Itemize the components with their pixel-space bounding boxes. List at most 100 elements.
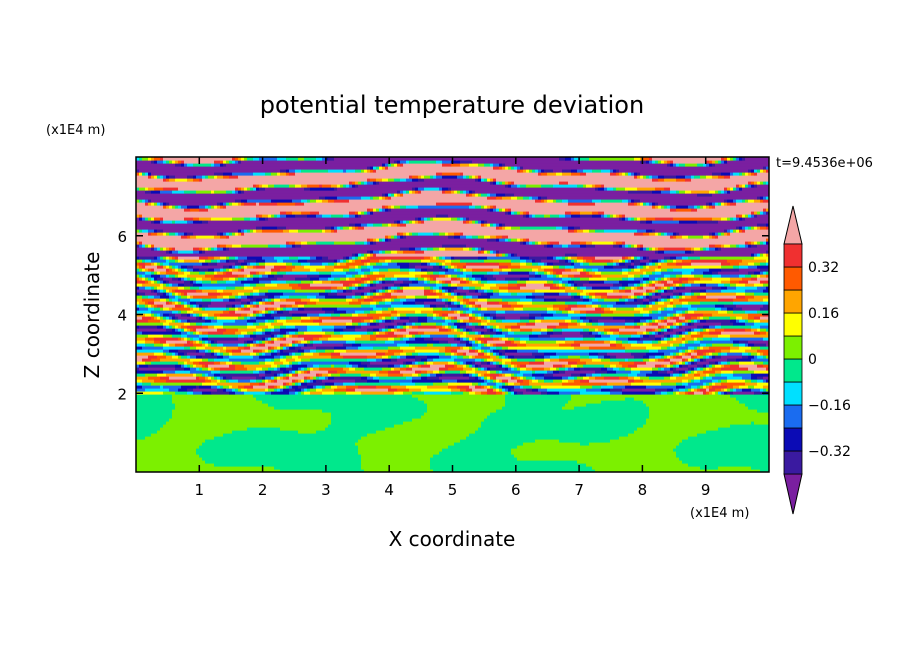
heatmap-cell <box>376 253 497 257</box>
heatmap-cell <box>670 235 674 239</box>
heatmap-cell <box>220 244 227 248</box>
heatmap-cell <box>535 316 545 320</box>
heatmap-cell <box>427 262 431 266</box>
heatmap-cell <box>652 301 656 305</box>
heatmap-cell <box>298 328 308 332</box>
heatmap-field <box>136 157 769 472</box>
heatmap-cell <box>721 388 725 392</box>
heatmap-cell <box>529 313 542 317</box>
heatmap-cell <box>730 337 764 341</box>
heatmap-cell <box>175 328 179 332</box>
heatmap-cell <box>298 256 311 260</box>
heatmap-cell <box>397 262 410 266</box>
heatmap-cell <box>325 331 335 335</box>
heatmap-cell <box>460 274 467 278</box>
heatmap-cell <box>586 304 593 308</box>
heatmap-cell <box>163 316 167 320</box>
heatmap-cell <box>169 349 179 353</box>
heatmap-cell <box>184 208 191 212</box>
heatmap-cell <box>718 334 731 338</box>
heatmap-cell <box>235 295 239 299</box>
heatmap-cell <box>634 283 638 287</box>
heatmap-cell <box>226 244 233 248</box>
heatmap-cell <box>499 238 506 242</box>
heatmap-cell <box>307 379 311 383</box>
heatmap-cell <box>592 304 599 308</box>
heatmap-cell <box>511 340 515 344</box>
heatmap-cell <box>484 313 491 317</box>
heatmap-cell <box>352 286 356 290</box>
heatmap-cell <box>622 295 629 299</box>
heatmap-cell <box>253 301 257 305</box>
heatmap-cell <box>205 307 227 311</box>
heatmap-cell <box>508 211 512 215</box>
heatmap-cell <box>508 271 530 275</box>
heatmap-cell <box>667 268 674 272</box>
heatmap-cell <box>511 364 515 368</box>
heatmap-cell <box>526 241 530 245</box>
heatmap-cell <box>397 355 401 359</box>
heatmap-cell <box>202 307 206 311</box>
heatmap-cell <box>178 337 182 341</box>
heatmap-cell <box>250 379 257 383</box>
heatmap-cell <box>250 274 254 278</box>
heatmap-cell <box>487 271 500 275</box>
heatmap-cell <box>271 214 275 218</box>
heatmap-cell <box>637 256 641 260</box>
heatmap-cell <box>409 271 428 275</box>
heatmap-cell <box>706 382 710 386</box>
heatmap-cell <box>157 277 164 281</box>
heatmap-cell <box>745 241 749 245</box>
heatmap-cell <box>190 301 197 305</box>
heatmap-cell <box>394 319 410 323</box>
heatmap-cell <box>370 250 374 254</box>
heatmap-cell <box>217 376 221 380</box>
heatmap-cell <box>415 274 422 278</box>
heatmap-cell <box>181 205 188 209</box>
heatmap-cell <box>412 187 416 191</box>
heatmap-cell <box>760 388 764 392</box>
heatmap-cell <box>409 175 413 179</box>
heatmap-cell <box>394 163 398 167</box>
heatmap-cell <box>262 184 269 188</box>
heatmap-cell <box>403 373 413 377</box>
heatmap-cell <box>307 382 326 386</box>
heatmap-cell <box>136 304 140 308</box>
heatmap-cell <box>196 331 200 335</box>
heatmap-cell <box>253 310 257 314</box>
heatmap-cell <box>283 337 287 341</box>
heatmap-cell <box>136 196 320 200</box>
heatmap-cell <box>205 349 209 353</box>
heatmap-cell <box>208 262 218 266</box>
heatmap-cell <box>505 316 521 320</box>
heatmap-cell <box>658 298 662 302</box>
heatmap-cell <box>217 280 227 284</box>
heatmap-cell <box>661 340 668 344</box>
heatmap-cell <box>217 175 224 179</box>
heatmap-cell <box>661 205 665 209</box>
heatmap-cell <box>361 259 371 263</box>
heatmap-cell <box>196 322 203 326</box>
heatmap-cell <box>460 232 464 236</box>
heatmap-cell <box>595 256 623 260</box>
heatmap-cell <box>592 211 599 215</box>
heatmap-cell <box>409 262 422 266</box>
heatmap-cell <box>676 322 680 326</box>
heatmap-cell <box>691 385 698 389</box>
heatmap-cell <box>751 379 758 383</box>
heatmap-cell <box>205 340 209 344</box>
heatmap-cell <box>697 388 701 392</box>
heatmap-cell <box>715 328 725 332</box>
heatmap-cell <box>682 310 686 314</box>
heatmap-cell <box>265 271 272 275</box>
heatmap-cell <box>661 190 671 194</box>
heatmap-cell <box>430 364 446 368</box>
heatmap-cell <box>706 355 710 359</box>
heatmap-cell <box>742 352 749 356</box>
heatmap-cell <box>301 361 350 365</box>
heatmap-cell <box>331 184 338 188</box>
heatmap-cell <box>664 289 668 293</box>
heatmap-cell <box>685 373 689 377</box>
heatmap-cell <box>310 262 323 266</box>
heatmap-cell <box>454 295 458 299</box>
